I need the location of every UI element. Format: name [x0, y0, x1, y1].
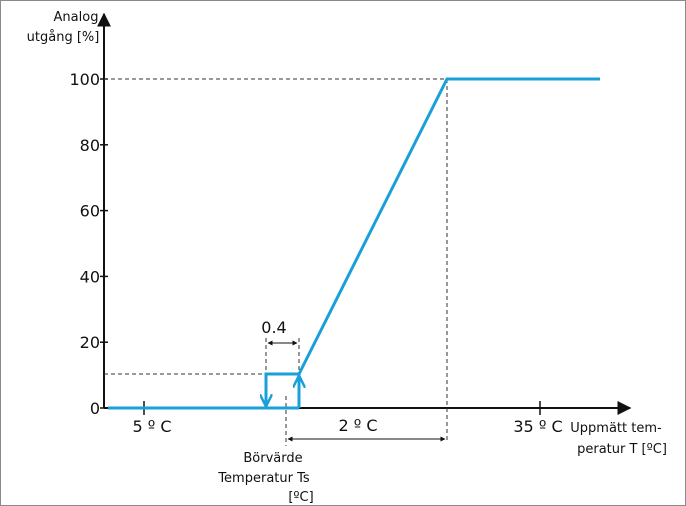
- span-label: 2 º C: [338, 416, 377, 435]
- y-tick-label-40: 40: [80, 267, 100, 286]
- setpoint-label-line3: [ºC]: [288, 490, 313, 505]
- y-tick-label-60: 60: [80, 202, 100, 221]
- x-axis-label-line2: peratur T [ºC]: [577, 442, 667, 457]
- setpoint-label-line1: Börvärde: [243, 451, 302, 466]
- x-tick-label-35c: 35 º C: [513, 417, 562, 436]
- y-axis-label-line1: Analog: [54, 10, 99, 25]
- y-axis-label-line2: utgång [%]: [27, 30, 100, 45]
- y-tick-group: 0 20 40 60 80 100: [69, 70, 108, 418]
- y-tick-label-20: 20: [80, 333, 100, 352]
- hysteresis-label: 0.4: [261, 318, 286, 337]
- x-axis-label-line1: Uppmätt tem-: [570, 421, 662, 436]
- guide-lines: [104, 78, 448, 446]
- y-tick-label-80: 80: [80, 136, 100, 155]
- output-curve: [108, 77, 600, 410]
- setpoint-label-line2: Temperatur Ts: [217, 471, 310, 486]
- y-tick-label-0: 0: [90, 399, 100, 418]
- x-tick-label-5c: 5 º C: [132, 417, 171, 436]
- y-tick-label-100: 100: [69, 70, 100, 89]
